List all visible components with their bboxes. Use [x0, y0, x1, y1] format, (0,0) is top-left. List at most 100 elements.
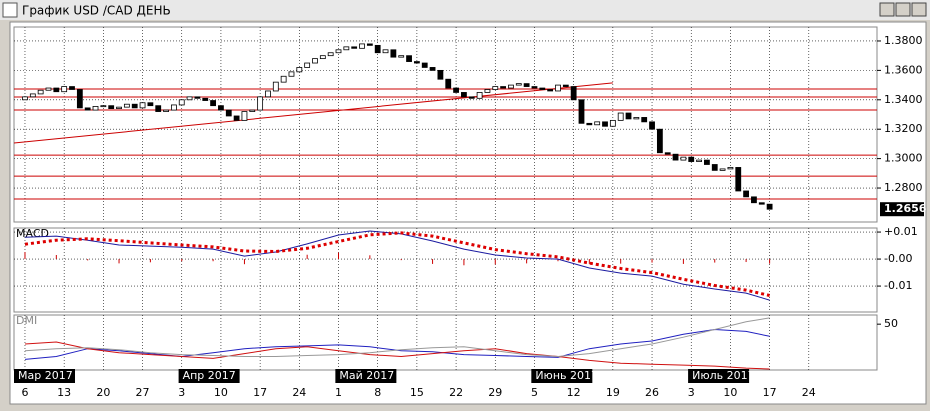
candle	[751, 196, 757, 204]
candle	[319, 55, 326, 60]
x-tick-label: 8	[374, 386, 381, 399]
panel-label: MACD	[16, 227, 49, 240]
last-price-box	[880, 202, 924, 217]
candle	[22, 96, 28, 101]
x-tick-label: 13	[57, 386, 71, 399]
candle	[547, 89, 554, 92]
y-tick-label: +0.01	[884, 225, 918, 238]
candle	[272, 81, 279, 92]
panel-frame	[13, 26, 878, 223]
candle	[280, 75, 287, 83]
candle	[531, 86, 538, 89]
candle	[578, 99, 585, 124]
panel-frame	[13, 227, 878, 313]
x-tick-label: 24	[292, 386, 306, 399]
candle	[327, 52, 334, 57]
candle	[123, 103, 130, 108]
candle	[100, 105, 107, 108]
last-price-label: 1.2656	[884, 202, 927, 215]
candle	[735, 167, 742, 192]
candle	[92, 106, 99, 111]
candle	[233, 115, 240, 121]
candle	[398, 55, 405, 58]
candle	[53, 87, 60, 93]
candle	[374, 44, 381, 54]
candle	[194, 96, 201, 99]
candle	[163, 109, 169, 112]
month-label: Июль 2017	[692, 369, 755, 382]
x-tick-label: 26	[645, 386, 659, 399]
candle	[688, 156, 695, 162]
trend-line	[13, 82, 613, 144]
close-button[interactable]	[911, 2, 927, 17]
window-title: График USD /CAD ДЕНЬ	[22, 4, 171, 18]
candle	[265, 90, 271, 98]
x-tick-label: 24	[802, 386, 816, 399]
candle	[484, 89, 491, 93]
candle	[641, 117, 648, 123]
candle	[131, 103, 138, 109]
chart-area	[9, 21, 927, 405]
candle	[171, 104, 177, 111]
candle	[429, 67, 436, 71]
panel-frame	[13, 314, 878, 371]
candle	[390, 49, 397, 58]
candle	[366, 43, 373, 46]
x-tick-label: 29	[488, 386, 502, 399]
y-tick-label: 1.3000	[884, 152, 923, 165]
candle	[609, 119, 616, 127]
x-tick-label: 6	[21, 386, 28, 399]
y-tick-label: 1.2800	[884, 181, 923, 194]
candle	[116, 106, 122, 110]
x-tick-label: 5	[531, 386, 538, 399]
candle	[758, 202, 765, 205]
x-tick-label: 19	[606, 386, 620, 399]
title-bar	[0, 0, 930, 20]
candle	[672, 153, 679, 161]
month-box	[14, 369, 75, 383]
minimize-button[interactable]	[879, 2, 895, 17]
month-label: Мар 2017	[18, 369, 73, 382]
candle	[515, 83, 522, 86]
y-tick-label: 1.3200	[884, 122, 923, 135]
candle	[382, 49, 389, 54]
x-tick-label: 3	[688, 386, 695, 399]
candle	[249, 109, 256, 112]
signal-line	[24, 231, 770, 297]
x-tick-label: 17	[763, 386, 777, 399]
candle	[108, 105, 115, 110]
candle	[225, 109, 232, 117]
x-tick-label: 10	[723, 386, 737, 399]
y-tick-label: -0.01	[884, 279, 912, 292]
candle	[586, 122, 593, 126]
candle	[711, 164, 718, 171]
candle	[555, 84, 561, 92]
x-tick-label: 3	[178, 386, 185, 399]
candle	[562, 84, 569, 87]
candle	[445, 78, 452, 89]
x-tick-label: 10	[214, 386, 228, 399]
candle	[312, 58, 318, 64]
candle	[602, 121, 608, 127]
candle	[304, 62, 311, 68]
x-tick-label: 1	[335, 386, 342, 399]
candle	[508, 84, 514, 89]
candle	[680, 156, 687, 161]
candle	[468, 96, 475, 99]
candle	[476, 92, 483, 99]
candle	[664, 152, 671, 155]
candle	[743, 190, 749, 198]
candle	[296, 67, 303, 73]
month-label: Май 2017	[339, 369, 394, 382]
candle	[656, 128, 663, 154]
candle	[76, 89, 83, 109]
candle	[335, 49, 342, 54]
candle	[421, 62, 428, 68]
x-tick-label: 27	[136, 386, 150, 399]
maximize-button[interactable]	[895, 2, 911, 17]
candle	[633, 117, 640, 120]
x-tick-label: 20	[96, 386, 110, 399]
month-box	[531, 369, 593, 383]
candle	[218, 105, 224, 111]
y-tick-label: 1.3400	[884, 93, 923, 106]
